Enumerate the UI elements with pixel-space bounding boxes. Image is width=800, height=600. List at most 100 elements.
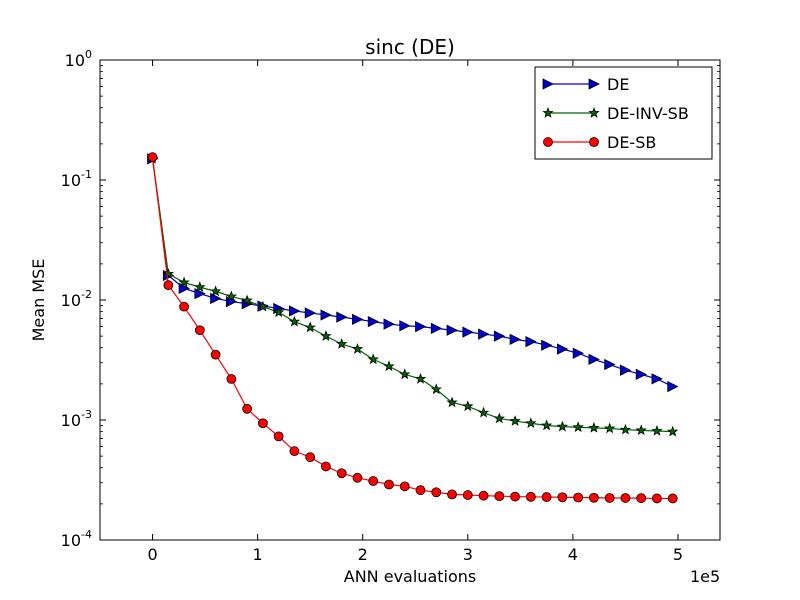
data-point-de-21: [478, 328, 490, 340]
legend-marker-end-de: [588, 78, 600, 90]
data-point-de-inv-sb-21: [477, 406, 490, 418]
data-point-de-inv-sb-23: [509, 415, 521, 426]
data-point-de-inv-sb-14: [367, 353, 379, 365]
data-point-de-sb-25: [541, 492, 552, 502]
data-point-de-inv-sb-28: [588, 421, 600, 433]
y-tick-label--2: 10-2: [61, 288, 92, 310]
legend-marker-start-de-inv-sb: [542, 107, 554, 118]
ticks-layer: 0 1 2 3 4 5 100 10-1 10-2 10-3 10-4: [61, 48, 720, 564]
data-point-de-inv-sb-17: [414, 372, 427, 384]
data-point-de-inv-sb-16: [399, 368, 411, 380]
legend-marker-start-de-sb: [543, 137, 553, 147]
data-point-de-18: [430, 322, 443, 335]
data-point-de-27: [572, 347, 585, 359]
legend-label-de: DE: [607, 75, 629, 94]
data-point-de-inv-sb-26: [556, 420, 569, 432]
data-point-de-sb-2: [179, 301, 189, 312]
data-point-de-22: [493, 330, 506, 342]
data-point-de-sb-8: [273, 431, 284, 442]
data-point-de-sb-15: [384, 479, 394, 490]
data-point-de-sb-26: [557, 492, 568, 503]
data-point-de-inv-sb-32: [651, 425, 663, 436]
data-point-de-sb-30: [620, 493, 631, 503]
series-de-sb: [147, 152, 678, 504]
chart-title: sinc (DE): [365, 35, 455, 59]
data-point-de-sb-12: [336, 468, 347, 479]
data-point-de-20: [462, 326, 474, 338]
data-point-de-sb-13: [352, 472, 363, 483]
x-tick-label-0: 0: [147, 545, 157, 564]
data-point-de-sb-31: [636, 493, 647, 504]
data-point-de-inv-sb-25: [540, 419, 553, 431]
series-de: [147, 153, 679, 393]
data-point-de-sb-3: [194, 325, 205, 336]
data-point-de-sb-7: [257, 418, 268, 429]
data-point-de-sb-22: [494, 491, 505, 502]
data-point-de-inv-sb-15: [383, 360, 395, 372]
data-point-de-sb-18: [431, 487, 442, 498]
data-point-de-inv-sb-1: [162, 267, 174, 279]
legend: DE DE-INV-SB DE-SB: [534, 66, 713, 160]
data-point-de-inv-sb-22: [493, 412, 505, 424]
data-point-de-sb-20: [462, 490, 473, 500]
data-point-de-31: [635, 368, 648, 381]
data-point-de-sb-21: [478, 490, 489, 501]
data-point-de-inv-sb-4: [209, 285, 222, 297]
x-tick-label-1: 1: [253, 545, 263, 564]
x-tick-label-4: 4: [568, 545, 578, 564]
data-point-de-inv-sb-7: [257, 300, 269, 312]
series-line-de-inv-sb: [151, 158, 673, 433]
data-point-de-inv-sb-6: [241, 294, 253, 306]
data-point-de-32: [651, 373, 663, 385]
legend-entry-de: DE: [542, 75, 629, 94]
data-point-de-sb-14: [368, 476, 379, 486]
data-point-de-sb-29: [604, 493, 615, 503]
data-point-de-sb-27: [573, 492, 584, 503]
y-tick-label-0: 100: [65, 48, 92, 70]
data-point-de-15: [383, 318, 395, 330]
data-point-de-sb-28: [588, 492, 599, 503]
data-point-de-23: [509, 333, 521, 345]
legend-marker-start-de: [542, 78, 554, 90]
data-point-de-inv-sb-33: [667, 425, 679, 437]
data-point-de-sb-17: [415, 485, 426, 496]
data-point-de-sb-33: [667, 493, 678, 504]
y-axis-label: Mean MSE: [29, 259, 48, 342]
series-line-de: [151, 158, 673, 388]
data-point-de-sb-19: [447, 489, 457, 500]
data-point-de-33: [667, 380, 679, 393]
data-point-de-inv-sb-18: [430, 383, 442, 395]
data-point-de-inv-sb-29: [604, 422, 616, 434]
data-point-de-17: [415, 320, 427, 333]
data-point-de-sb-5: [226, 374, 237, 384]
data-point-de-9: [289, 305, 301, 317]
data-point-de-sb-16: [399, 481, 410, 492]
data-point-de-sb-11: [321, 461, 331, 472]
data-point-de-11: [320, 309, 332, 321]
data-point-de-sb-23: [510, 491, 520, 502]
data-point-de-sb-9: [289, 446, 300, 457]
y-tick-label--1: 10-1: [61, 168, 92, 190]
x-tick-label-2: 2: [358, 545, 368, 564]
data-point-de-inv-sb-27: [572, 421, 584, 433]
data-point-de-inv-sb-19: [446, 396, 458, 408]
data-point-de-inv-sb-9: [288, 315, 301, 327]
data-point-de-sb-24: [525, 491, 536, 502]
data-point-de-inv-sb-20: [462, 400, 474, 412]
legend-label-de-inv-sb: DE-INV-SB: [607, 104, 689, 123]
data-point-de-4: [210, 292, 222, 305]
data-point-de-inv-sb-24: [525, 417, 537, 429]
data-point-de-sb-6: [242, 403, 253, 414]
data-point-de-inv-sb-3: [194, 281, 206, 292]
data-point-de-inv-sb-31: [635, 424, 647, 436]
y-tick-label--3: 10-3: [61, 408, 92, 430]
data-point-de-inv-sb-11: [320, 330, 332, 341]
data-point-de-14: [367, 316, 380, 328]
x-tick-label-5: 5: [673, 545, 683, 564]
data-point-de-19: [446, 324, 458, 336]
data-point-de-13: [352, 313, 364, 325]
x-axis-label: ANN evaluations: [344, 567, 476, 586]
data-point-de-sb-1: [163, 280, 174, 291]
legend-entry-de-inv-sb: DE-INV-SB: [542, 104, 689, 123]
